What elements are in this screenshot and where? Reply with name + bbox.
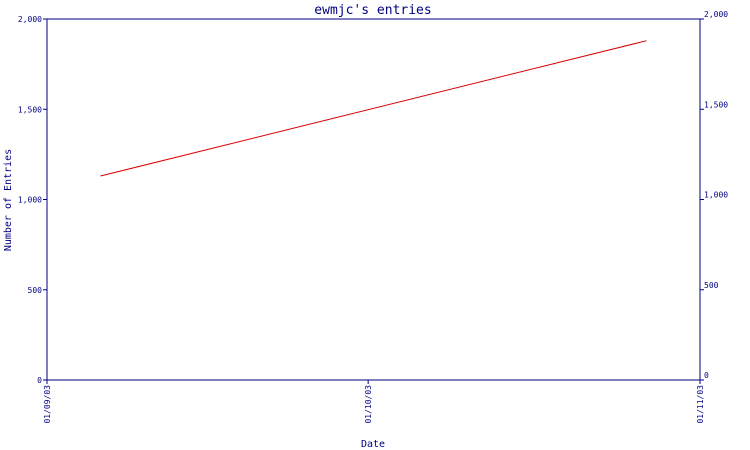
y-tick-label-left: 1,500 — [18, 105, 42, 114]
y-ticks: 0 0 500 500 1,000 1,000 1,500 1,500 2,000 2,000 — [18, 10, 728, 385]
plot-frame — [46, 18, 701, 381]
series-layer — [100, 40, 647, 177]
y-tick-label-right: 0 — [704, 371, 709, 380]
y-tick-label-left: 0 — [37, 376, 42, 385]
y-tick-label-right: 1,500 — [704, 100, 728, 109]
y-tick-label-right: 500 — [704, 281, 719, 290]
y-tick-label-left: 500 — [28, 286, 43, 295]
y-tick-label-left: 1,000 — [18, 196, 42, 205]
x-tick-label: 01/09/03 — [43, 385, 52, 424]
y-tick-label-right: 2,000 — [704, 10, 728, 19]
chart-title: ewmjc's entries — [314, 3, 431, 18]
y-tick-label-right: 1,000 — [704, 191, 728, 200]
x-tick-label: 01/10/03 — [364, 385, 373, 424]
x-ticks: 01/09/03 01/10/03 01/11/03 — [43, 380, 705, 424]
y-tick-label-left: 2,000 — [18, 15, 42, 24]
y-axis-label: Number of Entries — [3, 149, 14, 251]
x-axis-label: Date — [361, 439, 385, 450]
x-tick-label: 01/11/03 — [696, 385, 705, 424]
series-line — [100, 40, 647, 177]
